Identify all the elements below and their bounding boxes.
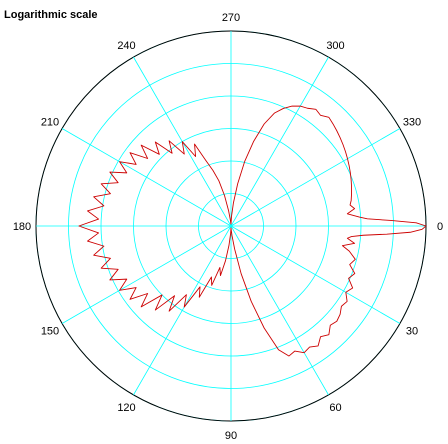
angle-label-210: 210: [41, 117, 59, 129]
angle-label-120: 120: [117, 402, 135, 414]
grid-spoke-30: [230, 225, 401, 324]
angle-label-0: 0: [437, 221, 443, 233]
grid-spoke-210: [61, 128, 232, 227]
series-line: [78, 105, 427, 357]
angle-label-180: 180: [13, 221, 31, 233]
grid-spoke-120: [133, 225, 232, 396]
grid-spoke-300: [230, 56, 329, 227]
angle-label-60: 60: [329, 402, 341, 414]
grid-spoke-150: [61, 225, 232, 324]
angle-label-90: 90: [225, 430, 237, 442]
grid-spoke-330: [230, 128, 401, 227]
angle-labels: 0 30 60 90 120 150 180 210 240 270 300 330: [13, 12, 443, 442]
angle-label-30: 30: [406, 326, 418, 338]
grid-spoke-60: [230, 225, 329, 396]
angle-label-150: 150: [41, 326, 59, 338]
chart-title: Logarithmic scale: [4, 9, 98, 21]
angle-label-270: 270: [222, 12, 240, 24]
series-trace: [78, 105, 427, 357]
angle-label-300: 300: [326, 40, 344, 52]
angle-label-330: 330: [403, 117, 421, 129]
polar-grid: [35, 30, 427, 422]
angle-label-240: 240: [117, 40, 135, 52]
